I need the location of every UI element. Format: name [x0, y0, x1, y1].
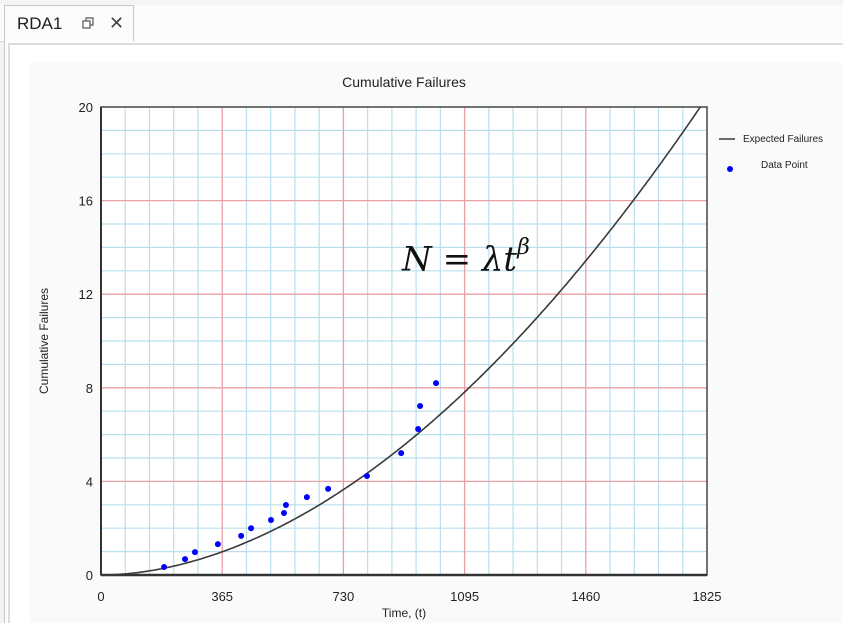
- data-point: [161, 564, 168, 571]
- x-tick-label: 0: [97, 589, 104, 604]
- data-point: [398, 450, 405, 457]
- data-point: [280, 509, 287, 516]
- y-tick-label: 20: [79, 100, 93, 115]
- y-tick-label: 4: [86, 474, 93, 489]
- equation-annotation: N = λtβ: [402, 235, 530, 280]
- tab-rda1[interactable]: RDA1 ✕: [4, 5, 134, 41]
- data-point: [191, 549, 198, 556]
- data-point: [325, 485, 332, 492]
- legend-label-data: Data Point: [761, 160, 808, 171]
- tab-title: RDA1: [17, 14, 63, 33]
- data-point: [182, 556, 189, 563]
- equation-equals: =: [442, 239, 472, 280]
- data-point: [415, 425, 422, 432]
- legend-point-swatch: [727, 166, 733, 172]
- x-tick-label: 1460: [571, 589, 600, 604]
- x-tick-label: 1825: [693, 589, 722, 604]
- data-point: [303, 494, 310, 501]
- chart-title: Cumulative Failures: [342, 74, 466, 90]
- y-tick-label: 0: [86, 568, 93, 583]
- equation-rhs: λt: [481, 239, 518, 280]
- data-point: [363, 473, 370, 480]
- y-axis-label: Cumulative Failures: [37, 288, 51, 394]
- x-tick-label: 365: [211, 589, 233, 604]
- x-tick-label: 1095: [450, 589, 479, 604]
- y-tick-label: 8: [86, 381, 93, 396]
- data-point: [238, 532, 245, 539]
- document-tab-bar: RDA1 ✕: [0, 5, 843, 42]
- y-tick-label: 12: [79, 287, 93, 302]
- data-point: [282, 502, 289, 509]
- x-tick-label: 730: [333, 589, 355, 604]
- data-point: [433, 380, 440, 387]
- expected-failures-curve: [101, 106, 701, 576]
- equation-lhs: N: [402, 239, 432, 280]
- close-icon[interactable]: ✕: [109, 13, 125, 33]
- data-point: [248, 525, 255, 532]
- top-strip: [0, 0, 843, 5]
- legend-label-expected: Expected Failures: [743, 134, 823, 145]
- equation-exponent: β: [517, 235, 530, 260]
- y-tick-label: 16: [79, 194, 93, 209]
- data-point: [214, 541, 221, 548]
- x-axis-label: Time, (t): [382, 606, 426, 620]
- data-point: [268, 517, 275, 524]
- data-point: [417, 403, 424, 410]
- restore-window-icon[interactable]: [81, 16, 95, 30]
